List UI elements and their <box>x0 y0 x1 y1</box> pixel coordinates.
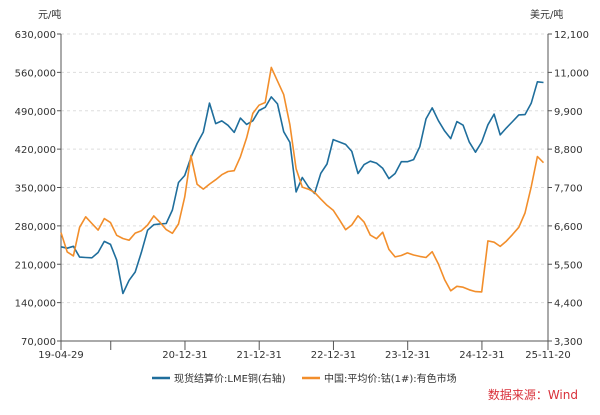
x-tick-label: 24-12-31 <box>459 350 504 361</box>
left-tick-label: 210,000 <box>15 260 56 271</box>
right-tick-label: 4,400 <box>554 299 583 310</box>
left-tick-label: 560,000 <box>15 68 56 79</box>
series-line-cobalt-price <box>60 66 545 293</box>
right-tick-label: 12,100 <box>554 30 589 41</box>
right-tick-label: 9,900 <box>554 107 583 118</box>
x-tick-label: 25-11-20 <box>525 350 570 361</box>
left-tick-label: 630,000 <box>15 30 56 41</box>
left-tick-label: 70,000 <box>21 337 56 348</box>
right-tick-label: 8,800 <box>554 145 583 156</box>
left-tick-label: 280,000 <box>15 222 56 233</box>
right-tick-label: 7,700 <box>554 184 583 195</box>
x-tick-label: 23-12-31 <box>385 350 430 361</box>
series-line-lme-copper <box>60 81 544 295</box>
left-tick-label: 350,000 <box>15 184 56 195</box>
right-tick-label: 5,500 <box>554 260 583 271</box>
data-source-label: 数据来源：Wind <box>487 388 578 402</box>
left-tick-label: 490,000 <box>15 107 56 118</box>
x-tick-label: 20-12-31 <box>162 350 207 361</box>
left-tick-label: 140,000 <box>15 299 56 310</box>
x-tick-label: 21-12-31 <box>237 350 282 361</box>
right-tick-label: 6,600 <box>554 222 583 233</box>
right-tick-label: 3,300 <box>554 337 583 348</box>
x-tick-label: 19-04-29 <box>38 350 83 361</box>
right-tick-label: 11,000 <box>554 68 589 79</box>
x-tick-label: 22-12-31 <box>311 350 356 361</box>
legend-label: 现货结算价:LME铜(右轴) <box>174 372 286 385</box>
left-axis-unit: 元/吨 <box>38 8 61 21</box>
right-axis-unit: 美元/吨 <box>530 8 563 21</box>
legend-label: 中国:平均价:钴(1#):有色市场 <box>324 372 457 385</box>
left-tick-label: 420,000 <box>15 145 56 156</box>
